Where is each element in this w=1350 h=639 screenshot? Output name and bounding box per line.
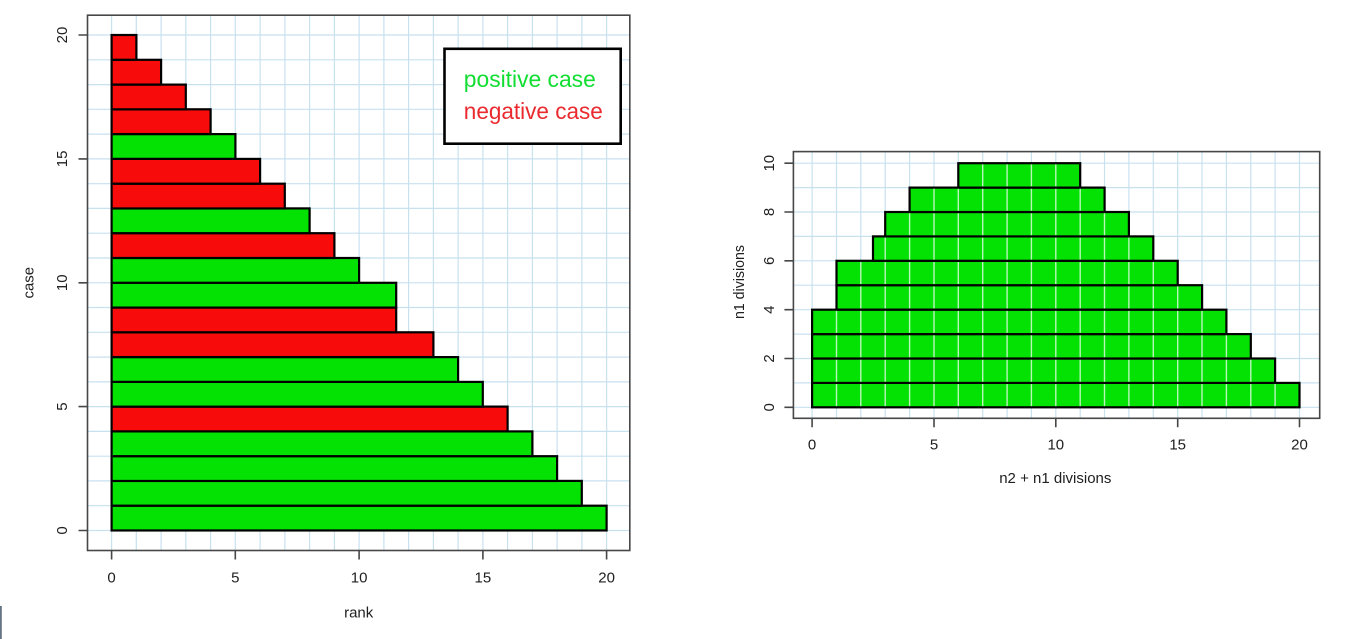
- svg-text:5: 5: [930, 437, 938, 454]
- svg-text:15: 15: [54, 151, 71, 168]
- svg-text:4: 4: [761, 306, 778, 314]
- svg-text:5: 5: [231, 570, 239, 587]
- svg-text:n2 + n1 divisions: n2 + n1 divisions: [999, 470, 1111, 487]
- svg-text:15: 15: [475, 570, 492, 587]
- svg-text:10: 10: [761, 155, 778, 172]
- svg-text:0: 0: [761, 403, 778, 411]
- svg-text:0: 0: [54, 526, 71, 534]
- svg-text:8: 8: [761, 208, 778, 216]
- svg-text:10: 10: [1047, 437, 1064, 454]
- svg-text:rank: rank: [344, 605, 374, 622]
- svg-text:0: 0: [808, 437, 816, 454]
- svg-text:20: 20: [54, 27, 71, 44]
- svg-text:positive case: positive case: [464, 66, 596, 92]
- svg-text:case: case: [20, 267, 37, 299]
- svg-text:n1 divisions: n1 divisions: [731, 245, 748, 319]
- svg-text:10: 10: [54, 274, 71, 291]
- svg-text:20: 20: [598, 570, 615, 587]
- svg-text:5: 5: [54, 402, 71, 410]
- svg-text:10: 10: [351, 570, 368, 587]
- svg-text:6: 6: [761, 257, 778, 265]
- svg-text:0: 0: [107, 570, 115, 587]
- svg-text:15: 15: [1169, 437, 1186, 454]
- svg-text:20: 20: [1291, 437, 1308, 454]
- svg-text:2: 2: [761, 354, 778, 362]
- svg-text:negative case: negative case: [464, 98, 603, 124]
